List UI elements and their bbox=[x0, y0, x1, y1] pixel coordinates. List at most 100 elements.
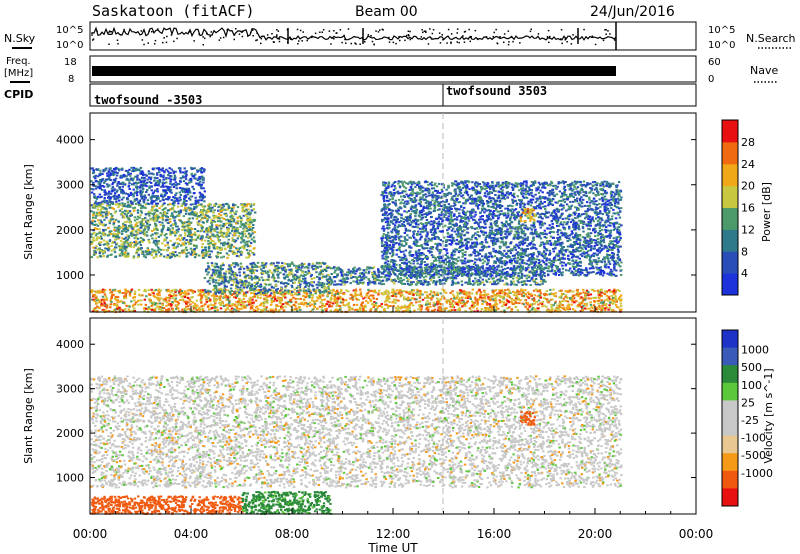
power-cell bbox=[226, 242, 229, 245]
power-cell bbox=[164, 207, 167, 210]
power-cell bbox=[132, 169, 135, 171]
power-cell bbox=[169, 218, 172, 221]
power-cell bbox=[564, 290, 567, 293]
power-cell bbox=[230, 307, 234, 310]
power-cell bbox=[178, 191, 182, 194]
power-cell bbox=[95, 211, 99, 214]
power-cell bbox=[617, 297, 621, 300]
power-cell bbox=[527, 293, 531, 296]
noise-search-dot bbox=[151, 31, 153, 33]
power-cell bbox=[155, 255, 158, 258]
power-cell bbox=[162, 176, 165, 179]
power-cell bbox=[119, 188, 122, 191]
power-cell bbox=[400, 307, 403, 310]
power-cell bbox=[444, 291, 448, 294]
power-cell bbox=[155, 226, 158, 229]
power-cell bbox=[121, 211, 124, 214]
power-cell bbox=[242, 297, 245, 300]
power-cell bbox=[187, 297, 190, 299]
power-cell bbox=[296, 290, 299, 292]
power-cell bbox=[110, 245, 113, 247]
power-cell bbox=[463, 291, 466, 294]
freq-tick-hi: 18 bbox=[64, 57, 77, 68]
noise-search-dot bbox=[256, 32, 258, 34]
power-cell bbox=[240, 241, 243, 244]
power-cell bbox=[98, 247, 101, 250]
power-cell bbox=[99, 214, 102, 217]
power-cell bbox=[200, 235, 203, 238]
power-cell bbox=[237, 231, 241, 234]
power-cell bbox=[120, 308, 123, 311]
power-cell bbox=[225, 234, 228, 237]
power-cell bbox=[149, 307, 152, 310]
power-cell bbox=[433, 293, 437, 296]
noise-search-dot bbox=[432, 29, 435, 31]
power-cell bbox=[220, 301, 223, 304]
power-cell bbox=[252, 247, 255, 250]
power-cell bbox=[229, 292, 232, 295]
power-cell bbox=[503, 293, 506, 296]
power-cell bbox=[183, 200, 186, 202]
power-cell bbox=[204, 239, 207, 242]
noise-search-dot bbox=[609, 33, 611, 35]
power-cell bbox=[99, 205, 103, 208]
noise-search-dot bbox=[148, 30, 150, 33]
power-cell bbox=[489, 299, 492, 302]
power-cell bbox=[443, 289, 446, 292]
power-cell bbox=[274, 308, 277, 311]
power-cell bbox=[189, 300, 193, 303]
power-cell bbox=[391, 301, 394, 304]
power-cell bbox=[192, 306, 195, 309]
power-cell bbox=[112, 240, 115, 243]
power-cell bbox=[252, 220, 256, 222]
power-cell bbox=[165, 304, 168, 307]
power-cell bbox=[181, 225, 184, 228]
power-cell bbox=[191, 291, 194, 294]
power-cell bbox=[157, 290, 160, 292]
power-cell bbox=[400, 290, 403, 293]
power-cell bbox=[90, 167, 93, 170]
noise-search-dot bbox=[247, 35, 249, 37]
power-cell bbox=[163, 239, 166, 242]
power-cell bbox=[173, 210, 176, 213]
power-cell bbox=[273, 296, 276, 298]
power-cell bbox=[235, 252, 238, 255]
power-cell bbox=[493, 294, 497, 296]
power-cell bbox=[252, 253, 256, 256]
power-cell bbox=[98, 307, 101, 309]
power-cell bbox=[605, 303, 608, 306]
power-cell bbox=[156, 305, 160, 308]
power-cell bbox=[369, 294, 373, 297]
power-cell bbox=[254, 211, 257, 214]
power-cell bbox=[107, 246, 111, 249]
power-cell bbox=[239, 225, 242, 228]
power-cell bbox=[237, 310, 241, 313]
power-cell bbox=[462, 304, 466, 307]
power-cell bbox=[128, 204, 131, 207]
power-cell bbox=[188, 217, 191, 220]
power-cell bbox=[518, 290, 521, 293]
power-cell bbox=[408, 293, 411, 295]
power-cell bbox=[109, 192, 113, 195]
power-cell bbox=[568, 289, 572, 292]
power-cell bbox=[553, 302, 557, 305]
power-cell bbox=[129, 232, 133, 235]
noise-search-dot bbox=[456, 41, 458, 43]
noise-search-dot bbox=[398, 36, 400, 38]
power-cell bbox=[252, 239, 256, 242]
power-cell bbox=[129, 177, 133, 180]
power-cell bbox=[161, 218, 165, 221]
power-cell bbox=[347, 290, 350, 293]
power-cell bbox=[231, 217, 234, 220]
power-cell bbox=[237, 302, 241, 304]
power-cell bbox=[109, 218, 113, 221]
power-cell bbox=[247, 229, 250, 232]
power-cell bbox=[190, 309, 193, 312]
noise-search-dot bbox=[404, 39, 406, 42]
power-cell bbox=[300, 280, 304, 283]
power-cell bbox=[522, 294, 526, 297]
power-cell bbox=[201, 209, 204, 212]
power-cell bbox=[132, 296, 135, 299]
power-cell bbox=[192, 304, 195, 307]
power-cell bbox=[600, 309, 603, 312]
